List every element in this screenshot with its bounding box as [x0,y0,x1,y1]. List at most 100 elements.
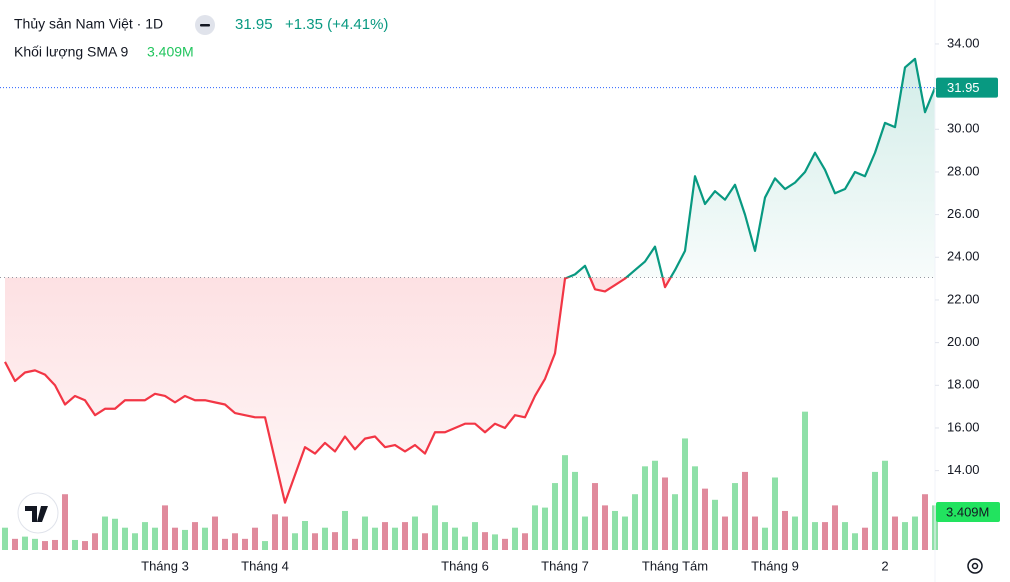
volume-bar [222,538,228,550]
volume-bar [312,533,318,550]
y-tick-label: 30.00 [947,121,980,136]
volume-sma-label: 3.409M [946,504,989,519]
x-tick-label: Tháng Tám [642,558,708,573]
volume-bar [582,516,588,550]
volume-bar [842,522,848,550]
last-price-label: 31.95 [947,80,980,95]
volume-bar [422,533,428,550]
chart-title: Thủy sản Nam Việt · 1D [14,16,163,32]
volume-bar [692,466,698,550]
y-tick-label: 24.00 [947,249,980,264]
settings-icon[interactable] [967,558,983,574]
volume-bar [512,527,518,550]
volume-title: Khối lượng SMA 9 [14,44,128,60]
volume-bar [302,520,308,550]
volume-bar [262,541,268,550]
volume-bar [82,541,88,550]
volume-bar [732,483,738,550]
volume-bar [772,477,778,550]
volume-bar [232,533,238,550]
volume-bar [462,536,468,550]
volume-bar [2,527,8,550]
volume-bar [212,516,218,550]
volume-bar [392,527,398,550]
volume-bar [322,527,328,550]
volume-bar [792,516,798,550]
volume-bar [562,455,568,550]
volume-bar [872,471,878,550]
volume-bar [602,505,608,550]
volume-bar [412,516,418,550]
volume-bar [32,538,38,550]
volume-bar [712,499,718,550]
volume-bar [482,532,488,550]
volume-bar [182,529,188,550]
price-change: +1.35 (+4.41%) [285,16,388,33]
volume-bar [62,494,68,550]
volume-bar [802,411,808,550]
volume-bar [132,533,138,550]
y-tick-label: 28.00 [947,163,980,178]
x-tick-label: Tháng 9 [751,558,799,573]
volume-bar [592,483,598,550]
volume-bar [642,466,648,550]
volume-bar [242,538,248,550]
volume-bar [282,516,288,550]
volume-bar [612,510,618,550]
volume-bar [882,460,888,550]
price-line [4,57,937,504]
volume-bar [292,533,298,550]
volume-bar [622,516,628,550]
x-tick-label: Tháng 4 [241,558,289,573]
volume-bar [472,522,478,550]
volume-bar [812,522,818,550]
volume-bar [862,527,868,550]
volume-bar [532,505,538,550]
volume-bar [502,538,508,550]
volume-bar [372,527,378,550]
volume-bar [272,514,278,550]
volume-bar [442,522,448,550]
x-tick-label: 2 [881,558,888,573]
volume-bar [722,516,728,550]
volume-bar [662,477,668,550]
volume-bar [112,518,118,550]
volume-bar [912,516,918,550]
volume-sma-badge [936,501,1000,522]
y-tick-label: 20.00 [947,334,980,349]
volume-bar [382,522,388,550]
volume-bar [92,533,98,550]
collapse-icon [200,24,210,27]
y-tick-label: 34.00 [947,35,980,50]
volume-bar [122,527,128,550]
x-tick-label: Tháng 3 [141,558,189,573]
volume-bar [522,533,528,550]
volume-bar [742,471,748,550]
volume-bar [892,516,898,550]
volume-bar [12,538,18,550]
volume-bar [432,505,438,550]
volume-bar [52,539,58,550]
volume-bar [102,516,108,550]
volume-bar [822,522,828,550]
volume-bar [782,510,788,550]
volume-bar [922,494,928,550]
volume-bar [202,527,208,550]
volume-bar [682,438,688,550]
volume-bar [632,494,638,550]
tv-logo [17,492,59,534]
volume-bar [552,483,558,550]
volume-bar [152,527,158,550]
x-tick-label: Tháng 7 [541,558,589,573]
volume-bar [492,534,498,550]
volume-bar [762,527,768,550]
volume-bar [192,522,198,550]
volume-bar [352,538,358,550]
volume-bar [452,527,458,550]
volume-bar [702,488,708,550]
volume-bar [332,532,338,550]
y-tick-label: 26.00 [947,206,980,221]
last-price-badge [936,77,998,98]
y-tick-label: 18.00 [947,377,980,392]
